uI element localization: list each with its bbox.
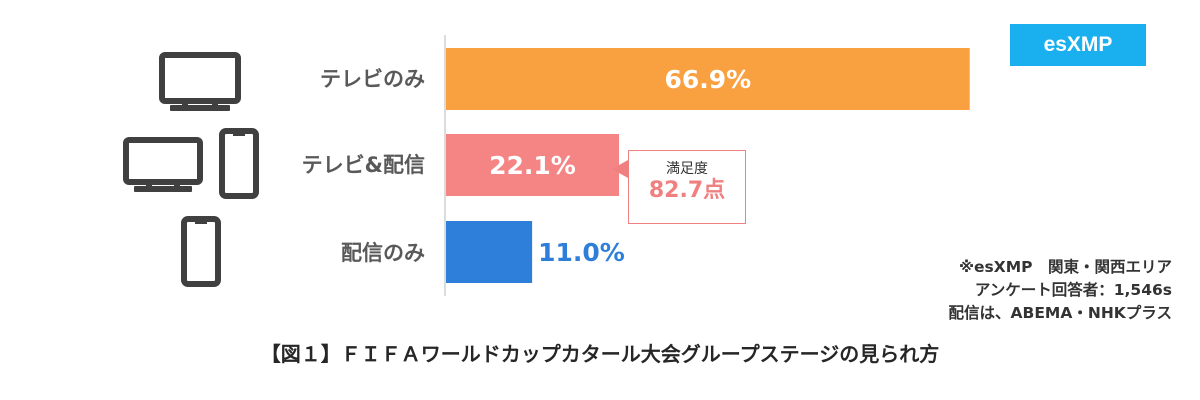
tv-icon <box>123 137 203 192</box>
tv-icon <box>159 52 241 111</box>
bar-tv-and-stream <box>446 134 620 196</box>
category-label-tv-only: テレビのみ <box>320 67 425 91</box>
smartphone-icon <box>181 216 221 287</box>
category-label-tv-and-stream: テレビ&配信 <box>302 153 425 177</box>
satisfaction-title: 満足度 <box>666 161 708 177</box>
satisfaction-value: 82.7点 <box>648 178 726 203</box>
survey-note-line: 配信は、ABEMA・NHKプラス <box>948 304 1172 322</box>
survey-note-line: アンケート回答者：1,546s <box>974 281 1172 299</box>
survey-note-line: ※esXMP 関東・関西エリア <box>958 258 1172 276</box>
bar-stream-only <box>446 221 533 283</box>
value-label-tv-only: 66.9% <box>664 65 751 94</box>
callout-arrow <box>612 160 628 178</box>
category-label-stream-only: 配信のみ <box>341 241 425 265</box>
bar-tv-only <box>446 48 970 110</box>
value-label-tv-and-stream: 22.1% <box>489 151 576 180</box>
bar-chart: テレビのみ テレビ&配信 配信のみ 66.9% 22.1% 11.0% <box>123 35 970 296</box>
survey-note: ※esXMP 関東・関西エリア アンケート回答者：1,546s 配信は、ABEM… <box>949 256 1172 325</box>
satisfaction-callout: 満足度 82.7点 <box>628 150 746 224</box>
figure-caption: 【図１】ＦＩＦＡワールドカップカタール大会グループステージの見られ方 <box>260 342 940 366</box>
smartphone-icon <box>219 128 259 199</box>
brand-badge: esXMP <box>1010 24 1146 66</box>
value-label-stream-only: 11.0% <box>538 238 625 267</box>
